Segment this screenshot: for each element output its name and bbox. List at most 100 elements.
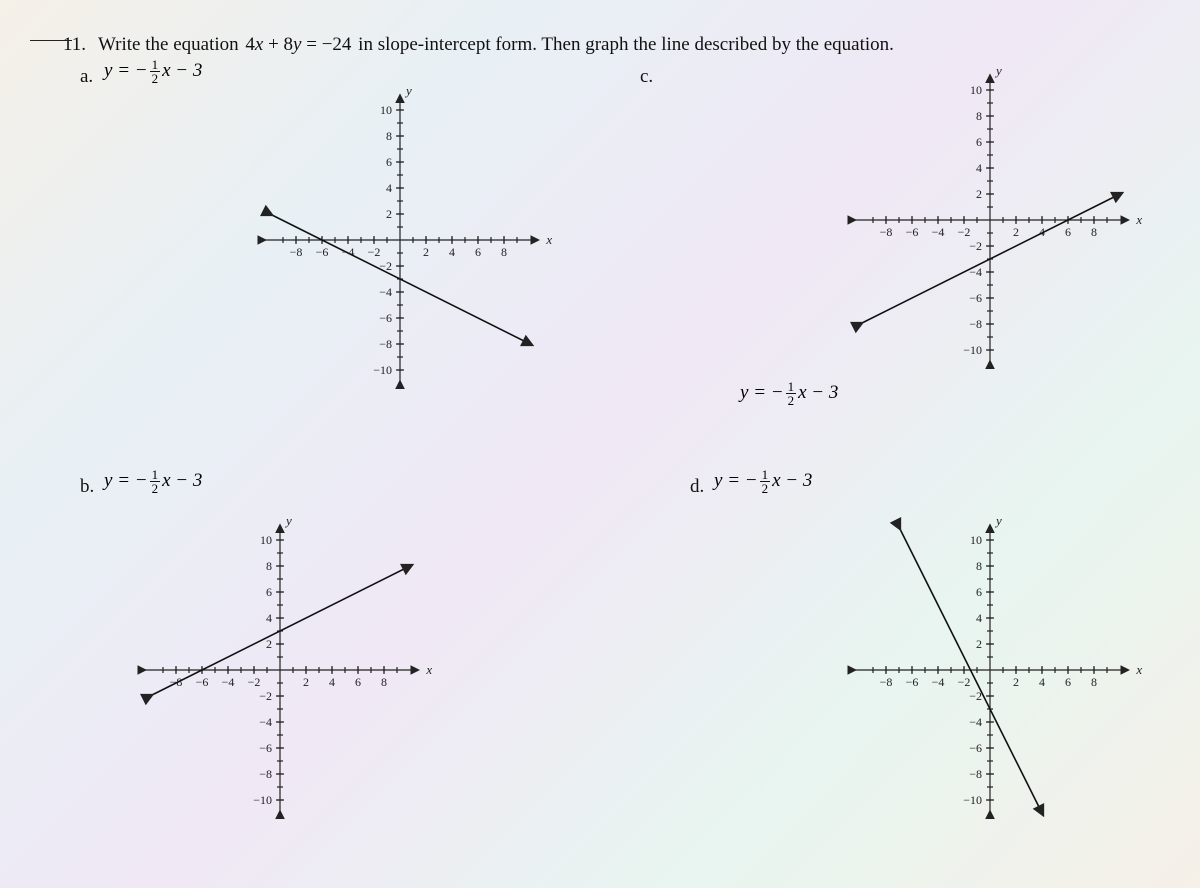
svg-text:2: 2 (1013, 225, 1019, 239)
svg-text:−2: −2 (259, 689, 272, 703)
svg-text:−2: −2 (368, 245, 381, 259)
svg-text:−2: −2 (969, 239, 982, 253)
svg-text:8: 8 (501, 245, 507, 259)
svg-text:−4: −4 (379, 285, 392, 299)
svg-text:2: 2 (423, 245, 429, 259)
option-d-label: d. (690, 476, 704, 498)
svg-text:y: y (994, 63, 1002, 78)
svg-text:−6: −6 (969, 291, 982, 305)
svg-text:−4: −4 (932, 225, 945, 239)
svg-text:x: x (1135, 212, 1142, 227)
question-inline-eqn: 4x + 8y = −24 (243, 34, 353, 55)
svg-text:4: 4 (976, 611, 982, 625)
svg-text:−6: −6 (379, 311, 392, 325)
option-d-graph: −8 −6 −4 −2 2 4 6 8 −10 −8 −6 −4 −2 2 4 6 8 10 x y (830, 500, 1150, 840)
svg-text:6: 6 (1065, 675, 1071, 689)
option-d: d. y = −12x − 3 −8 −6 −4 −2 2 4 6 8 −10 −8 −6 −4 −2 2… (600, 470, 1140, 870)
page: 11. Write the equation 4x + 8y = −24 in … (0, 0, 1200, 880)
option-b-equation: y = −12x − 3 (104, 468, 202, 495)
svg-text:−6: −6 (196, 675, 209, 689)
svg-text:−2: −2 (379, 259, 392, 273)
svg-text:−6: −6 (969, 741, 982, 755)
svg-text:−4: −4 (259, 715, 272, 729)
svg-text:x: x (545, 232, 552, 247)
svg-text:−2: −2 (958, 675, 971, 689)
svg-text:4: 4 (449, 245, 455, 259)
option-a: a. y = −12x − 3 −8 −6 −4 −2 2 4 6 8 −10 −8 −6 −4 −2 2… (40, 60, 580, 440)
svg-text:2: 2 (386, 207, 392, 221)
option-c-extra-equation: y = −12x − 3 (740, 380, 838, 407)
svg-text:−8: −8 (379, 337, 392, 351)
svg-text:y: y (994, 513, 1002, 528)
svg-text:−8: −8 (170, 675, 183, 689)
svg-text:−8: −8 (969, 767, 982, 781)
svg-text:−4: −4 (932, 675, 945, 689)
question-number: 11. (40, 34, 98, 56)
svg-text:2: 2 (266, 637, 272, 651)
svg-text:−2: −2 (958, 225, 971, 239)
svg-text:−8: −8 (880, 225, 893, 239)
svg-text:6: 6 (386, 155, 392, 169)
svg-text:x: x (1135, 662, 1142, 677)
question-text-before: Write the equation (98, 34, 243, 55)
svg-text:−8: −8 (259, 767, 272, 781)
svg-text:y: y (404, 83, 412, 98)
option-c-graph: −8−6−4−22468−10−8−6−4−2246810xy (830, 50, 1150, 390)
svg-text:6: 6 (1065, 225, 1071, 239)
svg-text:−4: −4 (342, 245, 355, 259)
svg-text:−6: −6 (316, 245, 329, 259)
svg-text:8: 8 (976, 109, 982, 123)
svg-text:−2: −2 (248, 675, 261, 689)
svg-text:6: 6 (976, 585, 982, 599)
svg-text:6: 6 (976, 135, 982, 149)
svg-text:−10: −10 (963, 793, 982, 807)
option-b-graph: −8−6−4−22468−10−8−6−4−2246810xy (120, 500, 440, 840)
svg-text:2: 2 (976, 187, 982, 201)
option-a-equation: y = −12x − 3 (104, 58, 202, 85)
option-c: c. −8−6−4−22468−10−8−6−4−2246810xy y = −… (600, 60, 1140, 440)
svg-text:4: 4 (1039, 675, 1045, 689)
options-grid: a. y = −12x − 3 −8 −6 −4 −2 2 4 6 8 −10 −8 −6 −4 −2 2… (40, 60, 1140, 870)
svg-text:−4: −4 (222, 675, 235, 689)
svg-text:8: 8 (976, 559, 982, 573)
svg-text:2: 2 (303, 675, 309, 689)
svg-text:8: 8 (386, 129, 392, 143)
svg-text:−2: −2 (969, 689, 982, 703)
svg-text:10: 10 (380, 103, 392, 117)
svg-text:−4: −4 (969, 715, 982, 729)
svg-text:−6: −6 (906, 675, 919, 689)
option-a-graph: −8 −6 −4 −2 2 4 6 8 −10 −8 −6 −4 −2 2 4 6 8 10 x y (240, 70, 560, 410)
option-d-equation: y = −12x − 3 (714, 468, 812, 495)
svg-text:−8: −8 (880, 675, 893, 689)
svg-text:−8: −8 (290, 245, 303, 259)
svg-text:10: 10 (970, 533, 982, 547)
svg-text:y: y (284, 513, 292, 528)
svg-text:10: 10 (260, 533, 272, 547)
answer-blank-line (30, 40, 72, 41)
svg-text:−6: −6 (906, 225, 919, 239)
svg-text:8: 8 (381, 675, 387, 689)
svg-text:−4: −4 (969, 265, 982, 279)
svg-text:8: 8 (1091, 225, 1097, 239)
svg-text:8: 8 (1091, 675, 1097, 689)
option-b: b. y = −12x − 3 −8−6−4−22468−10−8−6−4−22… (40, 470, 580, 870)
svg-text:6: 6 (475, 245, 481, 259)
svg-text:−8: −8 (969, 317, 982, 331)
svg-text:6: 6 (266, 585, 272, 599)
option-b-label: b. (80, 476, 94, 498)
svg-text:−6: −6 (259, 741, 272, 755)
option-a-label: a. (80, 66, 93, 88)
svg-text:8: 8 (266, 559, 272, 573)
svg-text:−10: −10 (373, 363, 392, 377)
svg-text:4: 4 (386, 181, 392, 195)
svg-text:4: 4 (329, 675, 335, 689)
svg-text:4: 4 (976, 161, 982, 175)
svg-text:2: 2 (1013, 675, 1019, 689)
svg-text:6: 6 (355, 675, 361, 689)
option-c-label: c. (640, 66, 653, 88)
svg-text:4: 4 (266, 611, 272, 625)
question-text-after: in slope-intercept form. Then graph the … (358, 34, 894, 55)
svg-text:−10: −10 (963, 343, 982, 357)
svg-text:2: 2 (976, 637, 982, 651)
svg-text:10: 10 (970, 83, 982, 97)
